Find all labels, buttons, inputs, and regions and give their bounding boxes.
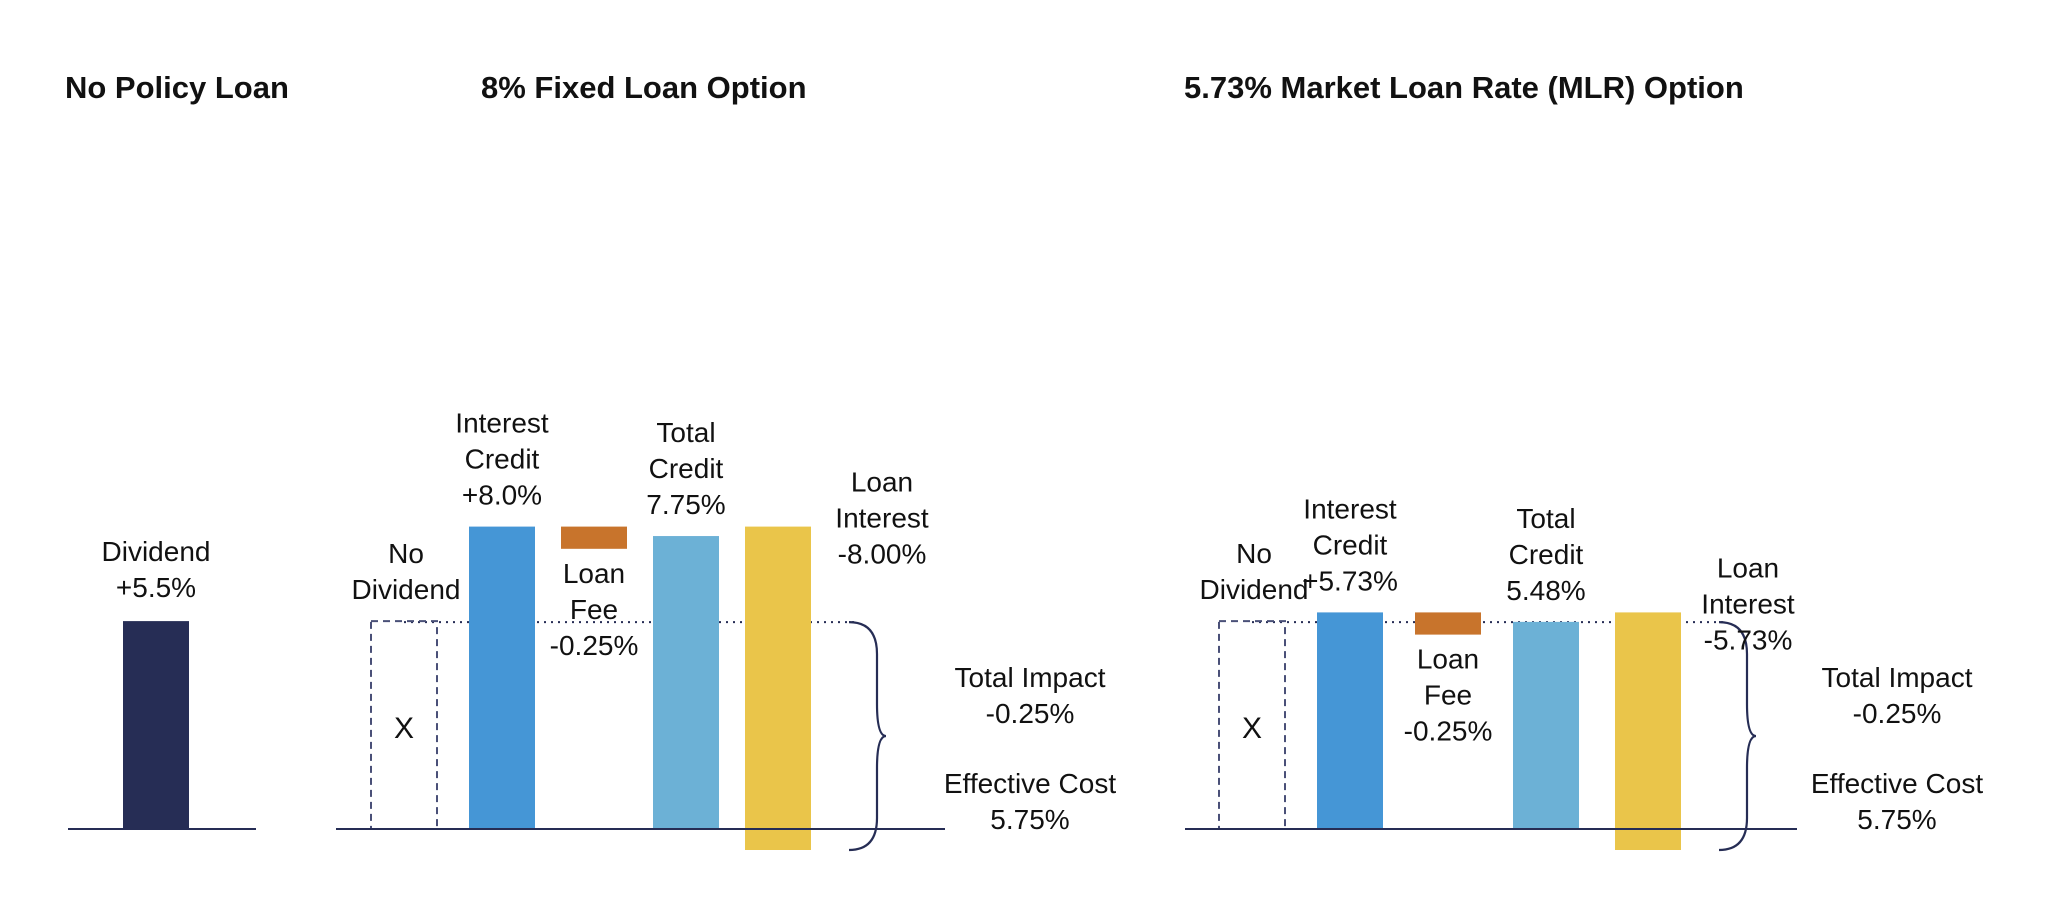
mlr-loan-interest-label-line-3: -5.73% xyxy=(1704,624,1793,655)
fixed-interest-credit-label-line-2: Credit xyxy=(465,444,540,475)
mlr-total-credit-label-line-3: 5.48% xyxy=(1506,575,1585,606)
fixed-loan-interest-bar xyxy=(745,526,811,850)
mlr-loan-fee-label-line-2: Fee xyxy=(1424,680,1472,711)
dividend-bar xyxy=(123,621,189,829)
fixed-total-credit-label-line-3: 7.75% xyxy=(646,489,725,520)
mlr-no-dividend-label-line-1: No xyxy=(1236,538,1272,569)
mlr-loan-interest-bar xyxy=(1615,612,1681,850)
mlr-impact-brace xyxy=(1718,621,1757,852)
mlr-no-dividend-label-line-2: Dividend xyxy=(1200,574,1309,605)
fixed-loan-fee-label-line-3: -0.25% xyxy=(550,630,639,661)
fixed-total-impact-line-2: -0.25% xyxy=(986,698,1075,729)
mlr-total-impact-line-1: Total Impact xyxy=(1822,662,1973,693)
fixed-total-credit-label-line-2: Credit xyxy=(649,453,724,484)
fixed-title: 8% Fixed Loan Option xyxy=(481,70,807,105)
fixed-interest-credit-bar xyxy=(469,526,535,829)
fixed-impact-brace xyxy=(848,621,887,852)
fixed-no-dividend-label-line-1: No xyxy=(388,538,424,569)
fixed-effective-cost-line-2: 5.75% xyxy=(990,804,1069,835)
mlr-effective-cost-line-1: Effective Cost xyxy=(1811,768,1983,799)
fixed-loan-fee-bar xyxy=(561,526,627,549)
fixed-excluded-x-mark: X xyxy=(394,712,414,745)
mlr-effective-cost-line-2: 5.75% xyxy=(1857,804,1936,835)
mlr-loan-interest-label-line-1: Loan xyxy=(1717,552,1779,583)
fixed-loan-interest-label-line-2: Interest xyxy=(835,503,929,534)
mlr-loan-fee-label-line-1: Loan xyxy=(1417,644,1479,675)
dividend-label-line-1: Dividend xyxy=(102,536,211,567)
fixed-loan-interest-label-line-3: -8.00% xyxy=(838,539,927,570)
fixed-interest-credit-label-line-1: Interest xyxy=(455,408,549,439)
mlr-interest-credit-label-line-3: +5.73% xyxy=(1302,565,1398,596)
mlr-interest-credit-label-line-1: Interest xyxy=(1303,493,1397,524)
mlr-total-impact-line-2: -0.25% xyxy=(1853,698,1942,729)
fixed-total-credit-label-line-1: Total xyxy=(656,417,715,448)
mlr-loan-interest-label-line-2: Interest xyxy=(1701,588,1795,619)
mlr-loan-fee-bar xyxy=(1415,612,1481,635)
dividend-label-line-2: +5.5% xyxy=(116,572,196,603)
mlr-interest-credit-label-line-2: Credit xyxy=(1313,529,1388,560)
mlr-loan-fee-label-line-3: -0.25% xyxy=(1404,716,1493,747)
fixed-loan-fee-label-line-2: Fee xyxy=(570,594,618,625)
mlr-excluded-x-mark: X xyxy=(1242,712,1262,745)
fixed-total-credit-bar xyxy=(653,536,719,829)
panel1-title: No Policy Loan xyxy=(65,70,289,105)
mlr-total-credit-label-line-2: Credit xyxy=(1509,539,1584,570)
mlr-total-credit-bar xyxy=(1513,621,1579,829)
fixed-effective-cost-line-1: Effective Cost xyxy=(944,768,1116,799)
fixed-no-dividend-label-line-2: Dividend xyxy=(352,574,461,605)
mlr-interest-credit-bar xyxy=(1317,612,1383,829)
fixed-total-impact-line-1: Total Impact xyxy=(955,662,1106,693)
fixed-loan-interest-label-line-1: Loan xyxy=(851,467,913,498)
mlr-total-credit-label-line-1: Total xyxy=(1516,503,1575,534)
fixed-interest-credit-label-line-3: +8.0% xyxy=(462,480,542,511)
fixed-loan-fee-label-line-1: Loan xyxy=(563,558,625,589)
mlr-title: 5.73% Market Loan Rate (MLR) Option xyxy=(1184,70,1744,105)
